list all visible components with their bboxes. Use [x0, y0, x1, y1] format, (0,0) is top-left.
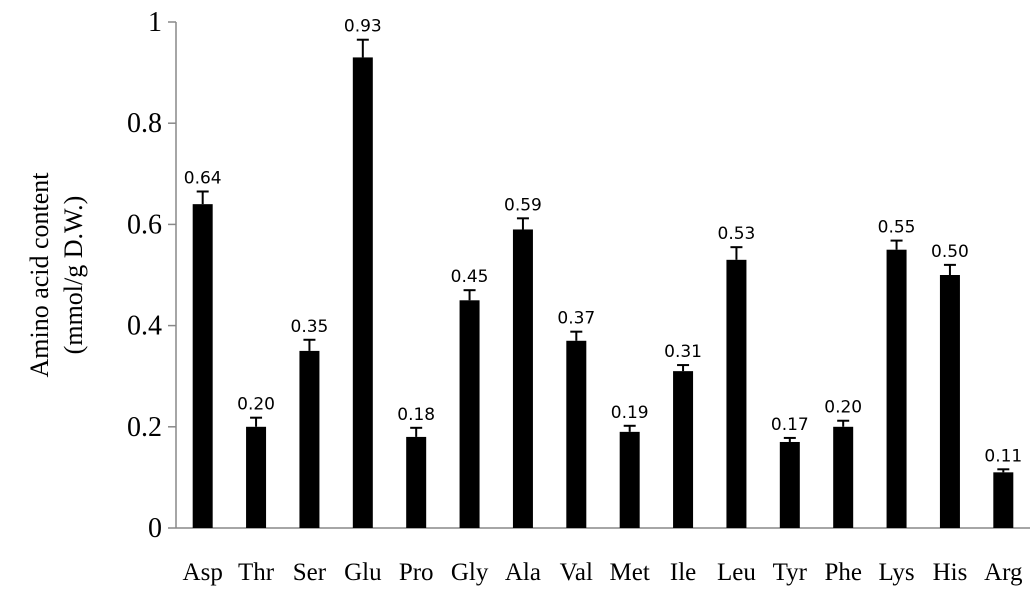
bar-arg [993, 472, 1014, 528]
data-label-his: 0.50 [931, 242, 969, 262]
y-tick-label: 1 [148, 7, 162, 38]
y-axis-label-line2: (mmol/g D.W.) [59, 196, 88, 355]
x-tick-label-lys: Lys [879, 559, 915, 586]
data-label-thr: 0.20 [237, 395, 275, 415]
data-label-met: 0.19 [611, 403, 649, 423]
x-tick-label-tyr: Tyr [773, 559, 808, 586]
x-tick-label-thr: Thr [238, 559, 275, 586]
y-axis-label-line1: Amino acid content [25, 172, 54, 378]
data-label-val: 0.37 [557, 309, 595, 329]
data-label-arg: 0.11 [984, 446, 1022, 466]
y-tick-label: 0 [148, 513, 162, 544]
bar-ala [512, 229, 533, 528]
x-tick-label-met: Met [610, 559, 650, 586]
data-label-glu: 0.93 [344, 17, 382, 37]
bar-his [939, 275, 960, 528]
x-tick-label-glu: Glu [344, 559, 382, 586]
data-label-ser: 0.35 [291, 317, 329, 337]
y-tick-label: 0.2 [127, 412, 162, 443]
x-tick-label-pro: Pro [399, 559, 434, 586]
bars: 0.64 0.20 0.35 0.93 0.18 0.45 0.59 0.37 0.19 0.31… [184, 17, 1022, 529]
bar-thr [246, 426, 267, 528]
bar-glu [352, 57, 373, 529]
y-tick-label: 0.8 [127, 108, 162, 139]
x-tick-label-ser: Ser [293, 559, 327, 586]
bar-val [566, 340, 587, 528]
y-tick-label: 0.6 [127, 209, 162, 240]
x-tick-label-arg: Arg [984, 559, 1023, 586]
x-tick-label-phe: Phe [824, 559, 862, 586]
data-label-ile: 0.31 [664, 342, 702, 362]
bar-leu [726, 259, 747, 528]
y-axis-ticks: 0 0.2 0.4 0.6 0.8 1 [127, 7, 176, 544]
bar-gly [459, 300, 480, 528]
data-label-ala: 0.59 [504, 195, 542, 215]
x-tick-label-val: Val [560, 559, 593, 586]
data-label-pro: 0.18 [397, 405, 435, 425]
data-label-lys: 0.55 [878, 218, 916, 238]
y-tick-label: 0.4 [127, 311, 162, 342]
bar-phe [833, 426, 854, 528]
data-label-tyr: 0.17 [771, 415, 809, 435]
x-tick-label-his: His [933, 559, 968, 586]
bar-asp [192, 204, 213, 528]
bar-lys [886, 249, 907, 528]
y-axis-label: Amino acid content (mmol/g D.W.) [25, 172, 88, 378]
bar-pro [406, 436, 427, 528]
bar-ile [673, 371, 694, 528]
data-label-asp: 0.64 [184, 169, 222, 189]
bar-tyr [779, 441, 800, 528]
x-tick-label-asp: Asp [183, 559, 223, 586]
x-tick-label-leu: Leu [717, 559, 756, 586]
bar-met [619, 431, 640, 528]
data-label-leu: 0.53 [718, 224, 756, 244]
data-label-gly: 0.45 [451, 267, 489, 287]
x-tick-label-ala: Ala [505, 559, 541, 586]
data-label-phe: 0.20 [824, 398, 862, 418]
bar-ser [299, 350, 320, 528]
x-tick-label-gly: Gly [451, 559, 489, 586]
x-axis-ticks: Asp Thr Ser Glu Pro Gly Ala Val Met Ile Leu Tyr Phe L… [183, 559, 1023, 586]
x-tick-label-ile: Ile [670, 559, 696, 586]
